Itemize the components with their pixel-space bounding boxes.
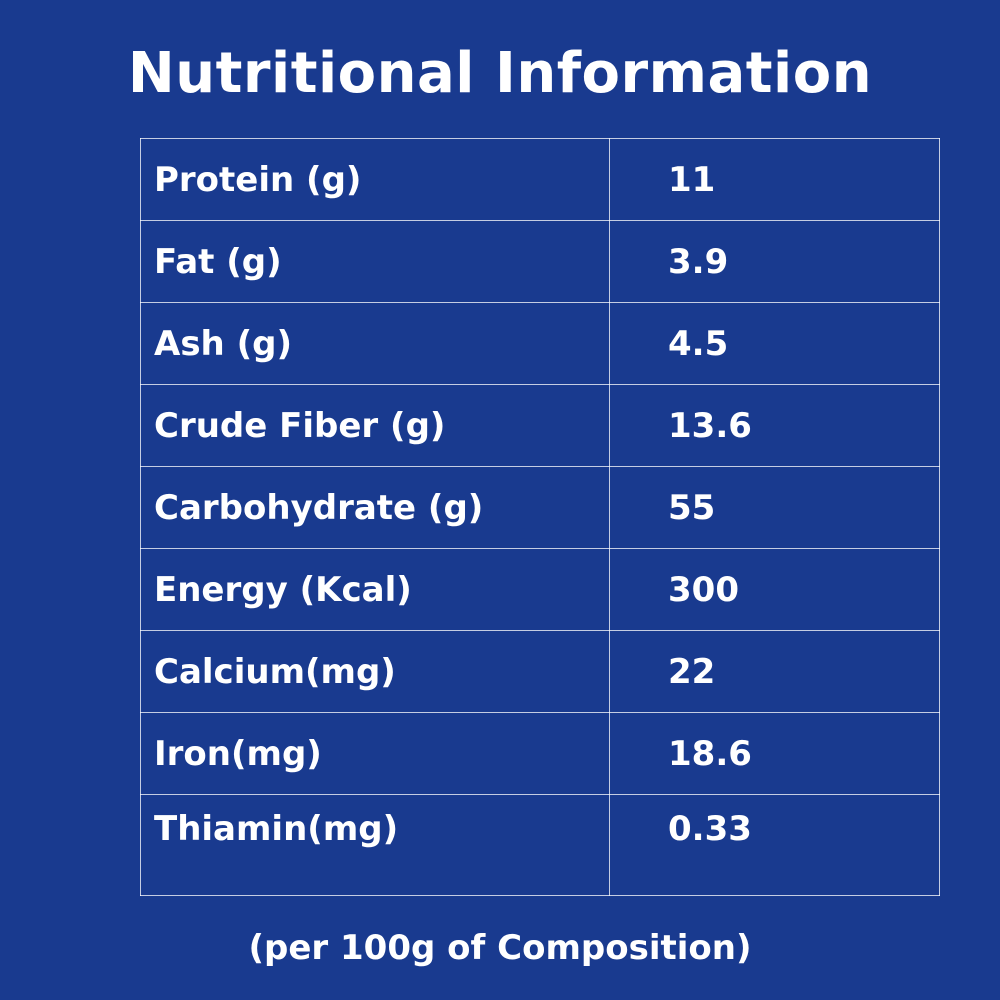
nutrient-label: Calcium(mg) <box>140 630 610 713</box>
nutrient-value: 18.6 <box>609 712 940 795</box>
nutrient-value: 300 <box>609 548 940 631</box>
nutrient-value: 13.6 <box>609 384 940 467</box>
nutrient-label: Energy (Kcal) <box>140 548 610 631</box>
table-row: Crude Fiber (g) 13.6 <box>140 384 940 467</box>
nutrient-value: 3.9 <box>609 220 940 303</box>
nutrient-label: Thiamin(mg) <box>140 794 610 896</box>
nutrient-value: 22 <box>609 630 940 713</box>
nutrient-label: Carbohydrate (g) <box>140 466 610 549</box>
nutrient-label: Fat (g) <box>140 220 610 303</box>
nutrition-table: Protein (g) 11 Fat (g) 3.9 Ash (g) 4.5 C… <box>140 138 940 896</box>
table-row: Thiamin(mg) 0.33 <box>140 794 940 896</box>
footnote: (per 100g of Composition) <box>248 928 752 968</box>
table-row: Energy (Kcal) 300 <box>140 548 940 631</box>
nutrient-label: Iron(mg) <box>140 712 610 795</box>
nutrient-value: 4.5 <box>609 302 940 385</box>
table-row: Calcium(mg) 22 <box>140 630 940 713</box>
table-row: Protein (g) 11 <box>140 138 940 221</box>
nutrient-value: 11 <box>609 138 940 221</box>
table-row: Iron(mg) 18.6 <box>140 712 940 795</box>
nutrient-label: Protein (g) <box>140 138 610 221</box>
nutrient-value: 55 <box>609 466 940 549</box>
table-row: Carbohydrate (g) 55 <box>140 466 940 549</box>
nutrient-label: Crude Fiber (g) <box>140 384 610 467</box>
page-title: Nutritional Information <box>127 41 873 106</box>
table-row: Ash (g) 4.5 <box>140 302 940 385</box>
nutrient-label: Ash (g) <box>140 302 610 385</box>
table-row: Fat (g) 3.9 <box>140 220 940 303</box>
nutrient-value: 0.33 <box>609 794 940 896</box>
